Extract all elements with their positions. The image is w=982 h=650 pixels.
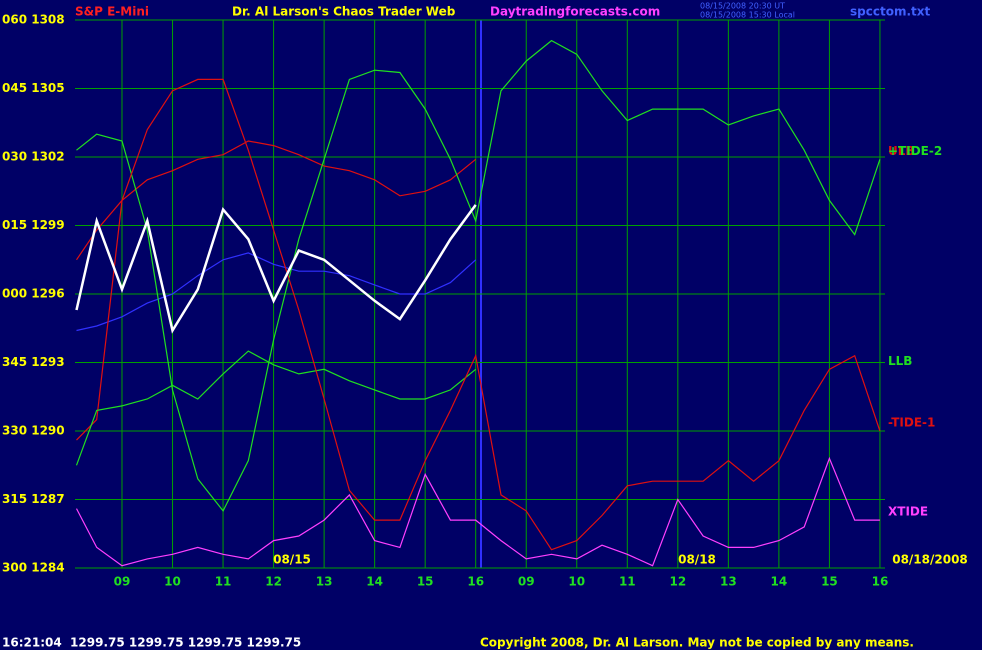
x-tick-label: 09 (114, 575, 131, 589)
date-label: 08/18 (678, 553, 716, 567)
series-label: LLB (888, 354, 912, 368)
x-tick-label: 12 (669, 575, 686, 589)
y-tick-label: 330 1290 (2, 424, 65, 438)
date-label: 08/15 (273, 553, 311, 567)
website: Daytradingforecasts.com (490, 5, 660, 19)
x-tick-label: 09 (518, 575, 535, 589)
series-line (75, 456, 880, 567)
x-tick-label: 14 (366, 575, 383, 589)
chart-title: Dr. Al Larson's Chaos Trader Web (232, 5, 456, 19)
x-tick-label: 10 (568, 575, 585, 589)
y-tick-label: 000 1296 (2, 287, 65, 301)
x-tick-label: 16 (467, 575, 484, 589)
series-line (76, 78, 881, 551)
y-tick-label: 045 1305 (2, 81, 65, 95)
series-line (75, 350, 477, 466)
x-tick-label: 12 (265, 575, 282, 589)
series-line (76, 252, 477, 332)
y-tick-label: 015 1299 (2, 218, 65, 232)
instrument: S&P E-Mini (75, 5, 149, 19)
y-tick-label: 030 1302 (2, 150, 65, 164)
series-line (75, 204, 477, 334)
x-tick-label: 15 (821, 575, 838, 589)
series-label: XTIDE (888, 505, 928, 519)
series-line (76, 39, 881, 513)
x-tick-label: 11 (619, 575, 636, 589)
x-tick-label: 11 (215, 575, 232, 589)
timestamp-ut: 08/15/2008 20:30 UT (700, 2, 785, 11)
y-tick-label: 060 1308 (2, 13, 65, 27)
y-tick-label: 345 1293 (2, 355, 65, 369)
x-tick-label: 10 (164, 575, 181, 589)
series-label: ULB (888, 144, 915, 158)
x-tick-label: 13 (720, 575, 737, 589)
y-tick-label: 300 1284 (2, 561, 65, 575)
series-label: +TIDE-2 (888, 144, 942, 158)
series-line (76, 140, 477, 441)
x-tick-label: 15 (417, 575, 434, 589)
x-tick-label: 16 (872, 575, 889, 589)
status-line: 16:21:04 1299.75 1299.75 1299.75 1299.75 (2, 636, 301, 650)
x-tick-label: 14 (771, 575, 788, 589)
series-label: -TIDE-1 (888, 416, 935, 430)
file-name: spcctom.txt (850, 5, 930, 19)
x-tick-label: 13 (316, 575, 333, 589)
timestamp-local: 08/15/2008 15:30 Local (700, 11, 795, 20)
date-label: 08/18/2008 (892, 553, 968, 567)
y-tick-label: 315 1287 (2, 492, 65, 506)
copyright: Copyright 2008, Dr. Al Larson. May not b… (480, 636, 914, 650)
